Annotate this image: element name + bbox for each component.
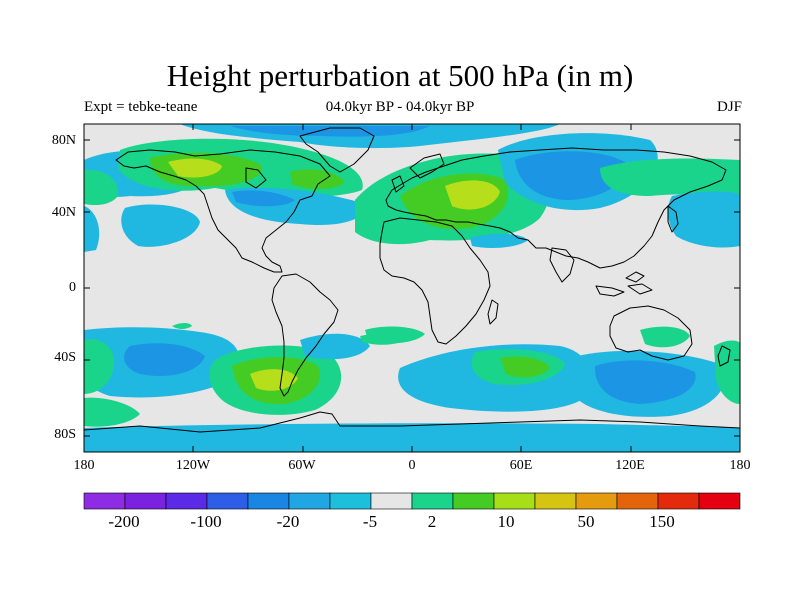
coast-south-america [271, 273, 339, 397]
period-label: 04.0kyr BP - 04.0kyr BP [325, 99, 475, 115]
colorbar-swatch [698, 492, 741, 510]
strong-positive-south-america [250, 369, 298, 391]
colorbar-swatch [329, 492, 372, 510]
coast-africa [379, 217, 491, 345]
positive-anomaly-south-pacific-east [714, 340, 740, 404]
negative-anomaly-north-atlantic-core [232, 190, 295, 207]
coastlines [84, 127, 740, 433]
positive-anomaly-indian-ocean-core [500, 356, 550, 378]
positive-anomaly-equatorial-atlantic [360, 333, 405, 345]
negative-anomaly-west-pacific [667, 191, 740, 248]
colorbar-label: -100 [190, 512, 222, 531]
season-label: DJF [716, 99, 742, 115]
colorbar-swatch [575, 492, 618, 510]
positive-anomaly-antarctic-pacific [84, 397, 140, 427]
positive-anomaly-tasman [640, 326, 690, 348]
colorbar-swatch [247, 492, 290, 510]
coast-scandinavia [409, 153, 445, 179]
negative-anomaly-pacific-west-edge [84, 206, 100, 252]
positive-anomaly-south-pacific-west [84, 339, 115, 394]
coast-new-zealand [717, 345, 731, 367]
colorbar-label: 50 [577, 512, 595, 531]
coast-antarctica [84, 411, 740, 433]
lat-label-80s: 80S [54, 427, 76, 442]
colorbar-label: -200 [108, 512, 140, 531]
positive-anomaly-north-pacific-east [84, 169, 119, 206]
lat-label-40n: 40N [51, 205, 76, 220]
lon-label-180-west: 180 [73, 458, 95, 473]
colorbar-swatch [493, 492, 536, 510]
positive-anomaly-east-asia [600, 158, 740, 200]
colorbar-swatch [657, 492, 700, 510]
colorbar-label: 10 [497, 512, 515, 531]
lat-label-equator: 0 [69, 280, 76, 295]
colorbar-swatch [124, 492, 167, 510]
negative-anomaly-australia-south-core [594, 360, 696, 404]
perturbation-field [84, 124, 740, 452]
strong-positive-eurasia [445, 180, 500, 210]
colorbar-label: -20 [276, 512, 300, 531]
coast-japan [667, 205, 679, 233]
coast-madagascar [487, 299, 499, 325]
coast-greenland [299, 127, 375, 173]
colorbar-label: 2 [427, 512, 437, 531]
lon-label-60e: 60E [509, 458, 533, 473]
coast-indonesia [595, 271, 653, 297]
latitude-ticks [84, 139, 740, 437]
positive-anomaly-pacific-equatorial [172, 323, 192, 329]
colorbar-swatch [370, 492, 413, 510]
lon-label-180-east: 180 [729, 458, 751, 473]
negative-anomaly-south-pacific-core [124, 343, 205, 376]
colorbar-swatch [288, 492, 331, 510]
map-title: Height perturbation at 500 hPa (in m) [166, 58, 634, 93]
coast-australia [609, 305, 693, 361]
coast-eurasia [385, 147, 727, 269]
colorbar-swatch [83, 492, 126, 510]
colorbar-swatch [411, 492, 454, 510]
negative-anomaly-arctic-core [230, 126, 430, 137]
coast-india [549, 247, 575, 283]
lat-label-40s: 40S [54, 350, 76, 365]
colorbar [83, 492, 741, 510]
negative-anomaly-middle-east [470, 233, 528, 248]
negative-anomaly-east-pacific [121, 204, 200, 247]
lon-label-0: 0 [408, 458, 416, 473]
lon-label-120e: 120E [615, 458, 645, 473]
coast-north-america [115, 149, 331, 273]
experiment-label: Expt = tebke-teane [84, 99, 198, 115]
colorbar-swatch [452, 492, 495, 510]
colorbar-swatch [616, 492, 659, 510]
positive-anomaly-labrador [290, 169, 345, 189]
longitude-ticks [83, 124, 741, 452]
strong-positive-canada [168, 158, 222, 178]
colorbar-swatch [534, 492, 577, 510]
lat-label-80n: 80N [51, 133, 76, 148]
negative-anomaly-antarctic [84, 423, 740, 452]
colorbar-label: 150 [649, 512, 675, 531]
negative-anomaly-siberia-core [515, 151, 626, 200]
colorbar-label: -5 [362, 512, 378, 531]
negative-anomaly-south-atlantic [300, 333, 370, 360]
colorbar-swatch [206, 492, 249, 510]
lon-label-60w: 60W [288, 458, 316, 473]
lon-label-120w: 120W [175, 458, 211, 473]
coast-british-isles [391, 175, 405, 193]
coast-hudson-bay [245, 167, 267, 189]
colorbar-swatch [165, 492, 208, 510]
